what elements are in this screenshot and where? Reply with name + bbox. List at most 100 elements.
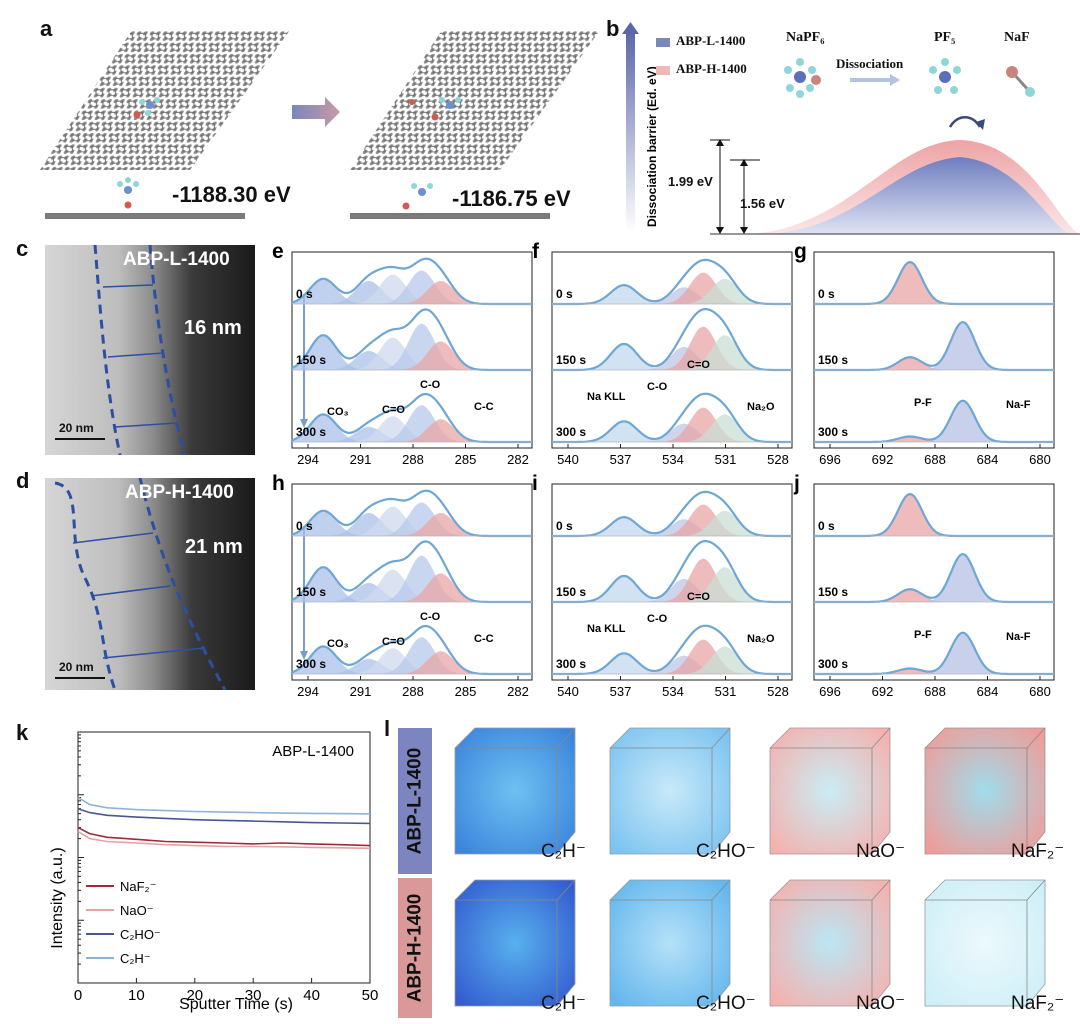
xps-e-time: 300 s bbox=[296, 425, 326, 439]
xps-e-annotation: CO₃ bbox=[327, 406, 349, 418]
xps-e-annotation: C=O bbox=[382, 404, 405, 416]
xps-g-tick: 692 bbox=[872, 452, 894, 467]
xps-g-time: 300 s bbox=[818, 425, 848, 439]
side-view-right bbox=[350, 183, 550, 219]
xps-f-tick: 528 bbox=[767, 452, 789, 467]
panel-i-letter: i bbox=[532, 472, 538, 495]
cube-label: NaO⁻ bbox=[856, 993, 906, 1014]
k-legend-label: C₂HO⁻ bbox=[120, 927, 161, 942]
panel-d-letter: d bbox=[16, 468, 30, 493]
xps-h-annotation: C-O bbox=[420, 611, 441, 623]
xps-i-annotation: Na₂O bbox=[747, 633, 775, 645]
xps-i-tick: 528 bbox=[767, 684, 789, 699]
xps-panel-f: f 540 537 534 531 528 0 s 150 s 300 s Na KLL C-O C=… bbox=[532, 240, 793, 467]
xps-j-time: 0 s bbox=[818, 519, 835, 533]
xps-h-tick: 291 bbox=[350, 684, 372, 699]
cube-label: C₂HO⁻ bbox=[696, 993, 756, 1014]
sputter-chart: ABP-L-1400 Intensity (a.u.) Sputter Time… bbox=[49, 731, 379, 1013]
k-legend-label: NaF₂⁻ bbox=[120, 879, 156, 894]
tof-sims-cube bbox=[609, 879, 731, 1007]
xps-g-time: 150 s bbox=[818, 353, 848, 367]
tem-c-scale: 20 nm bbox=[59, 421, 94, 435]
xps-i-annotation: C-O bbox=[647, 613, 668, 625]
energy-initial: -1188.30 eV bbox=[172, 182, 291, 207]
xps-f-annotation: Na₂O bbox=[747, 401, 775, 413]
xps-h-annotation: C-C bbox=[474, 633, 494, 645]
molecule-napf6 bbox=[784, 58, 821, 98]
graphene-sheet-left bbox=[40, 30, 290, 170]
hump-abp-l bbox=[770, 157, 1070, 234]
tof-sims-cube bbox=[769, 727, 891, 855]
xps-i-tick: 537 bbox=[610, 684, 632, 699]
xps-i-time: 150 s bbox=[556, 585, 586, 599]
legend-label-l: ABP-L-1400 bbox=[676, 33, 746, 48]
xps-h-tick: 282 bbox=[507, 684, 529, 699]
xps-h-time: 0 s bbox=[296, 519, 313, 533]
xps-e-annotation: C-O bbox=[420, 379, 441, 391]
panel-a-letter: a bbox=[40, 16, 53, 41]
xps-g-annotation: Na-F bbox=[1006, 399, 1031, 411]
row-tag-abp-h: ABP-H-1400 bbox=[398, 878, 432, 1018]
xps-h-annotation: C=O bbox=[382, 636, 405, 648]
xps-h-time: 300 s bbox=[296, 657, 326, 671]
xps-i-tick: 531 bbox=[715, 684, 737, 699]
xps-f-tick: 531 bbox=[715, 452, 737, 467]
xps-j-tick: 688 bbox=[924, 684, 946, 699]
barrier-l-value: 1.56 eV bbox=[740, 196, 785, 211]
panel-c-letter: c bbox=[16, 236, 29, 261]
xps-h-tick: 285 bbox=[455, 684, 477, 699]
k-x-tick: 40 bbox=[303, 987, 320, 1004]
xps-i-tick: 534 bbox=[662, 684, 684, 699]
legend-swatch-l bbox=[656, 38, 670, 47]
product-naf-label: NaF bbox=[1004, 30, 1030, 45]
xps-j-tick: 680 bbox=[1029, 684, 1051, 699]
cube-label: NaF₂⁻ bbox=[1011, 993, 1065, 1014]
panel-k-letter: k bbox=[16, 720, 29, 745]
curved-arrow bbox=[948, 116, 982, 128]
molecule-naf bbox=[1006, 66, 1035, 97]
xps-j-tick: 684 bbox=[977, 684, 999, 699]
adsorbed-molecule-left bbox=[133, 97, 160, 119]
k-x-tick: 30 bbox=[245, 987, 262, 1004]
panel-b-letter: b bbox=[606, 16, 620, 41]
tof-sims-cube bbox=[924, 879, 1046, 1007]
xps-i-time: 0 s bbox=[556, 519, 573, 533]
cube-label: NaO⁻ bbox=[856, 841, 906, 862]
k-legend-label: C₂H⁻ bbox=[120, 951, 151, 966]
xps-panel-i: i 540 537 534 531 528 0 s 150 s 300 s Na KLL C-O C=… bbox=[532, 472, 793, 699]
energy-axis-bar bbox=[626, 32, 635, 232]
xps-f-annotation: C-O bbox=[647, 381, 668, 393]
k-x-tick: 0 bbox=[74, 987, 82, 1004]
y-axis-label: Dissociation barrier (Ed. eV) bbox=[645, 66, 659, 227]
xps-g-tick: 684 bbox=[977, 452, 999, 467]
panel-j-letter: j bbox=[793, 472, 800, 495]
k-legend-label: NaO⁻ bbox=[120, 903, 154, 918]
xps-e-time: 0 s bbox=[296, 287, 313, 301]
cube-label: C₂H⁻ bbox=[541, 841, 586, 862]
tof-sims-cube bbox=[454, 727, 576, 855]
tof-sims-cube bbox=[924, 727, 1046, 855]
graphene-structures bbox=[40, 30, 600, 219]
panel-g-letter: g bbox=[794, 240, 807, 263]
cube-label: C₂HO⁻ bbox=[696, 841, 756, 862]
xps-e-annotation: C-C bbox=[474, 401, 494, 413]
xps-j-tick: 692 bbox=[872, 684, 894, 699]
xps-j-annotation: P-F bbox=[914, 629, 932, 641]
xps-f-tick: 540 bbox=[557, 452, 579, 467]
tem-d-sample-label: ABP-H-1400 bbox=[125, 482, 234, 503]
xps-h-annotation: CO₃ bbox=[327, 638, 349, 650]
xps-g-tick: 680 bbox=[1029, 452, 1051, 467]
xps-g-tick: 688 bbox=[924, 452, 946, 467]
barrier-diagram: Dissociation barrier (Ed. eV) bbox=[622, 22, 1080, 235]
k-x-tick: 50 bbox=[362, 987, 379, 1004]
panel-e-letter: e bbox=[272, 240, 284, 263]
xps-g-time: 0 s bbox=[818, 287, 835, 301]
side-view-left bbox=[45, 177, 245, 219]
xps-g-tick: 696 bbox=[819, 452, 841, 467]
xps-panel-g: g 696 692 688 684 680 0 s 150 s 300 s P-F Na-F bbox=[794, 240, 1055, 467]
tem-image-d: ABP-H-1400 21 nm 20 nm bbox=[45, 478, 255, 690]
tem-c-thickness: 16 nm bbox=[184, 317, 242, 339]
reactant-label: NaPF₆ bbox=[786, 30, 825, 45]
xps-e-tick: 288 bbox=[402, 452, 424, 467]
